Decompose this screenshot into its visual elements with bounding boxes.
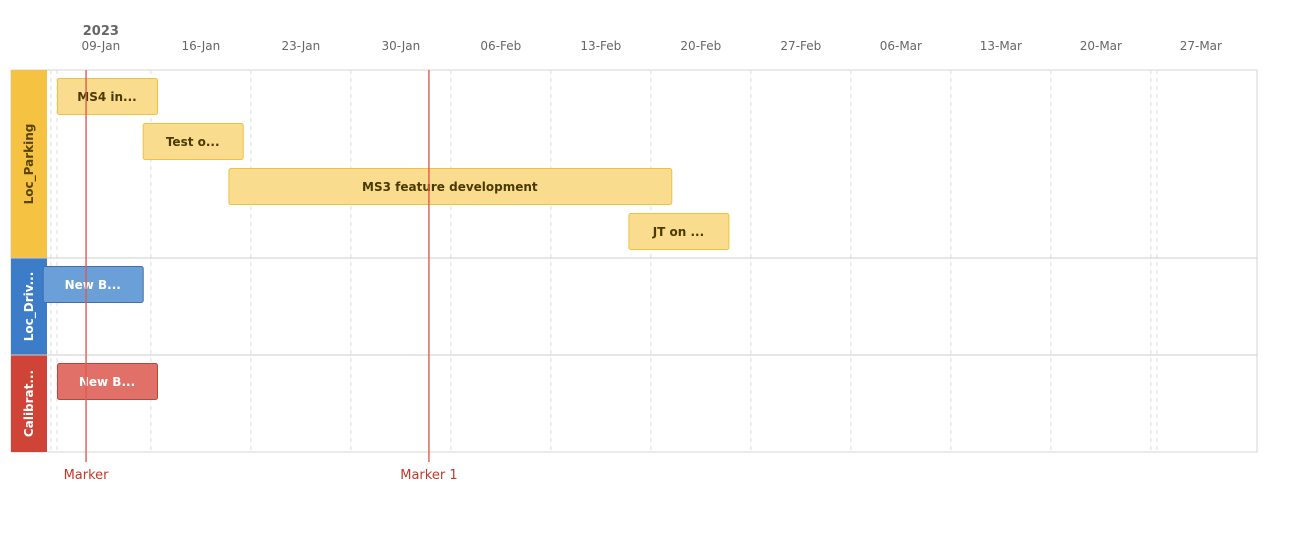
year-label: 2023	[83, 24, 119, 39]
tick-label: 20-Feb	[680, 39, 721, 53]
task-bar	[42, 266, 144, 303]
markers: Marker Marker 1	[64, 70, 458, 483]
tick-label: 23-Jan	[281, 39, 320, 53]
task-bar	[628, 213, 730, 250]
tasks: MS4 in... Test o... MS3 feature developmen…	[42, 78, 730, 400]
swimlanes: Loc_Parking Loc_Driv... Calibrat...	[11, 70, 1257, 452]
tick-label: 06-Feb	[480, 39, 521, 53]
task-label: New B...	[79, 375, 135, 389]
tick-label: 06-Mar	[880, 39, 922, 53]
lane-header	[11, 355, 47, 452]
task-label: New B...	[65, 278, 121, 292]
marker-label: Marker	[64, 468, 110, 483]
task-label: MS3 feature development	[362, 180, 538, 194]
tick-label: 27-Feb	[780, 39, 821, 53]
task-label: Test o...	[166, 135, 220, 149]
tick-label: 09-Jan	[81, 39, 120, 53]
tick-label: 20-Mar	[1080, 39, 1122, 53]
tick-label: 30-Jan	[381, 39, 420, 53]
lane-header	[11, 70, 47, 258]
task-bar	[228, 168, 673, 205]
task-bar	[57, 363, 158, 400]
task-bar	[57, 78, 158, 115]
lane-label: Loc_Parking	[22, 124, 37, 205]
lane-header	[11, 258, 47, 355]
lane-label: Calibrat...	[22, 370, 36, 437]
lane-label: Loc_Driv...	[22, 272, 37, 342]
marker-label: Marker 1	[400, 468, 457, 483]
task-label: MS4 in...	[77, 90, 136, 104]
task-label: JT on ...	[652, 225, 704, 239]
tick-label: 13-Feb	[580, 39, 621, 53]
tick-label: 16-Jan	[181, 39, 220, 53]
timeline-header: 09-Jan 16-Jan 23-Jan 30-Jan 06-Feb 13-Feb 20-F…	[81, 39, 1222, 53]
tick-label: 27-Mar	[1180, 39, 1222, 53]
tick-label: 13-Mar	[980, 39, 1022, 53]
task-bar	[142, 123, 244, 160]
